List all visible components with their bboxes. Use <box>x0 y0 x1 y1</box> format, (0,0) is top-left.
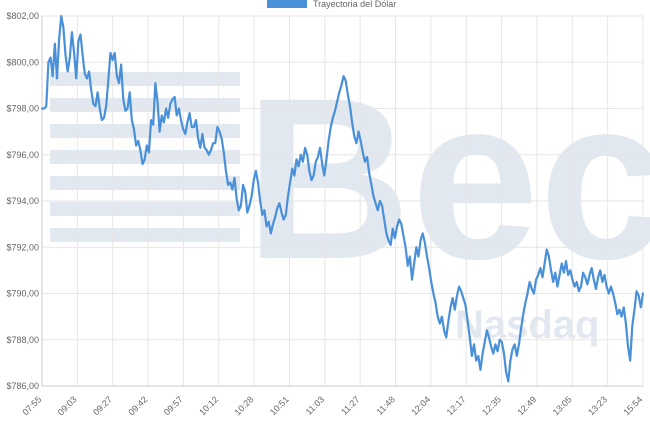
x-axis: 07:55 09:03 09:27 09:42 09:57 10:12 10:28 10:51… <box>20 385 644 417</box>
watermark-stripe <box>50 228 240 242</box>
x-tick-label: 09:57 <box>162 394 185 417</box>
x-tick-label: 10:51 <box>268 394 291 417</box>
x-tick-label: 12:04 <box>409 394 432 417</box>
watermark-sub-text: Nasdaq <box>455 303 600 347</box>
y-tick-label: $788,00 <box>6 335 39 345</box>
legend-label: Trayectoria del Dólar <box>313 0 396 9</box>
x-tick-label: 11:27 <box>339 394 362 417</box>
watermark-stripe <box>50 72 240 86</box>
legend: Trayectoria del Dólar <box>267 0 396 9</box>
y-tick-label: $790,00 <box>6 289 39 299</box>
x-tick-label: 11:03 <box>304 394 327 417</box>
y-axis: $786,00 $788,00 $790,00 $792,00 $794,00 $796,… <box>6 11 43 391</box>
y-tick-label: $794,00 <box>6 196 39 206</box>
watermark-stripe <box>50 176 240 190</box>
x-tick-label: 10:12 <box>197 394 220 417</box>
x-tick-label: 13:05 <box>551 394 574 417</box>
x-tick-label: 09:03 <box>56 394 79 417</box>
series-line-dolar <box>40 14 645 383</box>
y-tick-label: $800,00 <box>6 57 39 67</box>
y-tick-label: $786,00 <box>6 381 39 391</box>
y-tick-label: $802,00 <box>6 11 39 21</box>
watermark: Bec Nasdaq <box>50 50 650 347</box>
x-tick-label: 12:35 <box>480 394 503 417</box>
watermark-logo-text: Bec <box>245 50 650 307</box>
plot-area <box>40 14 645 383</box>
x-tick-label: 07:55 <box>20 394 43 417</box>
x-tick-label: 13:23 <box>586 394 609 417</box>
watermark-stripe <box>50 202 240 216</box>
x-tick-label: 11:48 <box>374 394 397 417</box>
x-tick-label: 15:54 <box>621 394 644 417</box>
y-tick-label: $792,00 <box>6 242 39 252</box>
x-tick-label: 10:28 <box>233 394 256 417</box>
watermark-stripe <box>50 98 240 112</box>
legend-swatch <box>267 0 307 8</box>
watermark-stripe <box>50 124 240 138</box>
x-tick-label: 09:42 <box>126 394 149 417</box>
x-tick-label: 09:27 <box>91 394 114 417</box>
x-tick-label: 12:17 <box>445 394 468 417</box>
y-tick-label: $798,00 <box>6 104 39 114</box>
y-tick-label: $796,00 <box>6 150 39 160</box>
x-tick-label: 12:49 <box>515 394 538 417</box>
